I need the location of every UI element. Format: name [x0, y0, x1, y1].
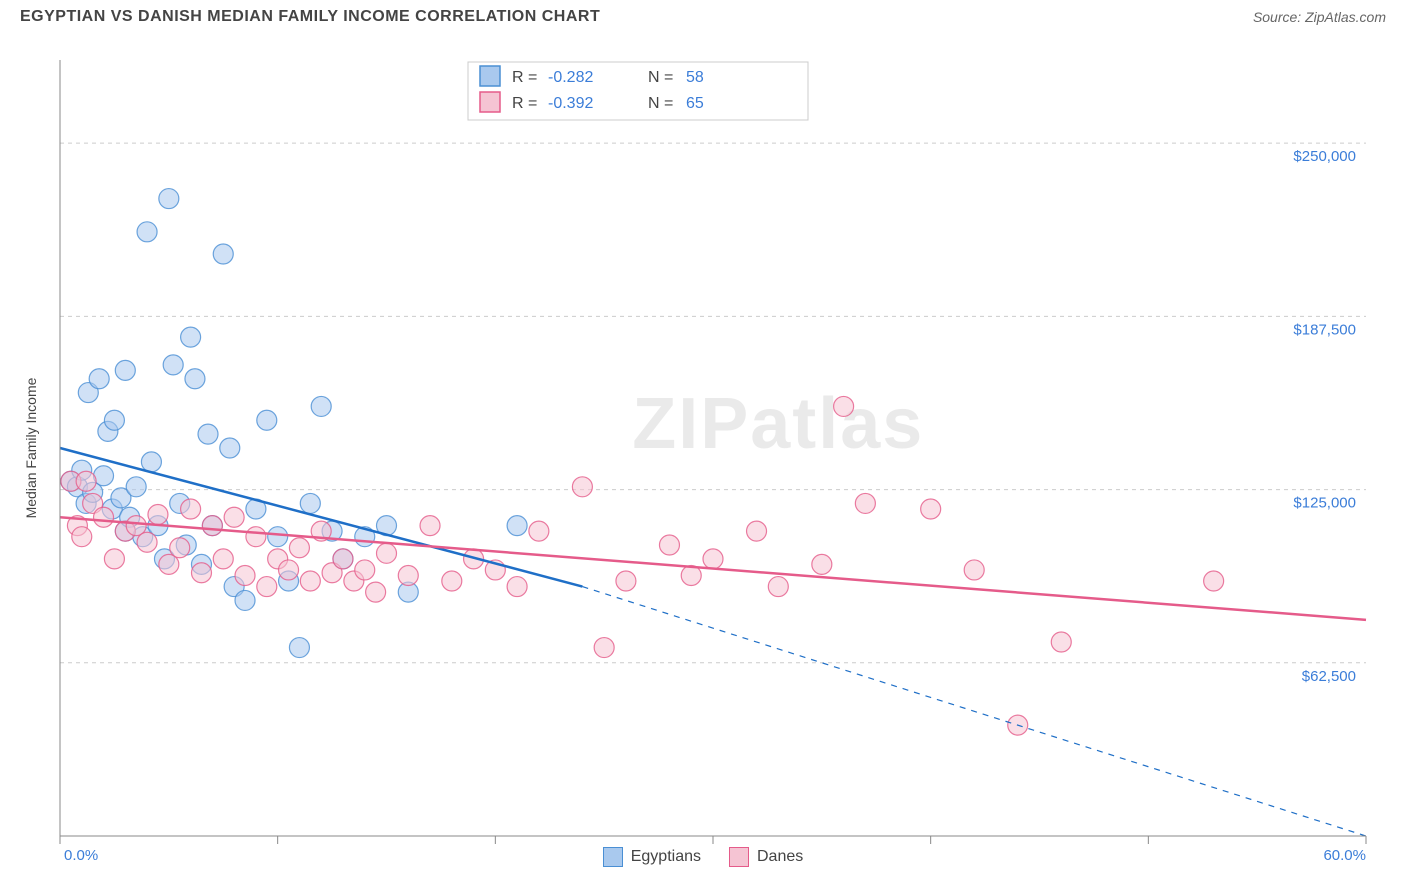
data-point — [115, 360, 135, 380]
data-point — [300, 493, 320, 513]
legend-r-label: R = — [512, 69, 537, 86]
data-point — [289, 538, 309, 558]
data-point — [1204, 571, 1224, 591]
y-tick-label: $187,500 — [1293, 321, 1356, 338]
data-point — [921, 499, 941, 519]
data-point — [529, 521, 549, 541]
data-point — [355, 560, 375, 580]
data-point — [181, 327, 201, 347]
legend-r-value: -0.282 — [548, 69, 593, 86]
data-point — [289, 638, 309, 658]
data-point — [202, 516, 222, 536]
data-point — [311, 396, 331, 416]
legend-n-label: N = — [648, 95, 673, 112]
data-point — [377, 543, 397, 563]
data-point — [257, 577, 277, 597]
data-point — [812, 554, 832, 574]
data-point — [507, 577, 527, 597]
data-point — [220, 438, 240, 458]
bottom-legend: Egyptians Danes — [20, 847, 1386, 872]
data-point — [594, 638, 614, 658]
data-point — [170, 538, 190, 558]
chart-title: EGYPTIAN VS DANISH MEDIAN FAMILY INCOME … — [20, 8, 600, 26]
legend-series-label: Danes — [757, 848, 803, 866]
data-point — [442, 571, 462, 591]
data-point — [148, 505, 168, 525]
y-axis-label: Median Family Income — [23, 377, 39, 518]
data-point — [366, 582, 386, 602]
trend-line-extrapolated — [582, 587, 1366, 836]
data-point — [213, 244, 233, 264]
y-tick-label: $125,000 — [1293, 495, 1356, 512]
legend-n-value: 58 — [686, 69, 704, 86]
legend-swatch — [480, 66, 500, 86]
bottom-legend-item: Danes — [729, 847, 803, 867]
data-point — [137, 532, 157, 552]
data-point — [159, 189, 179, 209]
data-point — [507, 516, 527, 536]
legend-n-value: 65 — [686, 95, 704, 112]
data-point — [257, 410, 277, 430]
data-point — [224, 507, 244, 527]
legend-n-label: N = — [648, 69, 673, 86]
watermark: ZIPatlas — [632, 384, 924, 464]
data-point — [420, 516, 440, 536]
data-point — [185, 369, 205, 389]
data-point — [333, 549, 353, 569]
data-point — [72, 527, 92, 547]
trend-line — [60, 517, 1366, 620]
data-point — [703, 549, 723, 569]
legend-swatch — [729, 847, 749, 867]
data-point — [191, 563, 211, 583]
data-point — [141, 452, 161, 472]
data-point — [768, 577, 788, 597]
data-point — [964, 560, 984, 580]
correlation-scatter-chart: $62,500$125,000$187,500$250,000ZIPatlas0… — [20, 40, 1386, 872]
data-point — [163, 355, 183, 375]
data-point — [246, 527, 266, 547]
data-point — [235, 565, 255, 585]
data-point — [572, 477, 592, 497]
data-point — [616, 571, 636, 591]
data-point — [300, 571, 320, 591]
data-point — [398, 565, 418, 585]
data-point — [89, 369, 109, 389]
data-point — [137, 222, 157, 242]
data-point — [181, 499, 201, 519]
chart-container: $62,500$125,000$187,500$250,000ZIPatlas0… — [20, 40, 1386, 872]
legend-r-label: R = — [512, 95, 537, 112]
data-point — [834, 396, 854, 416]
data-point — [213, 549, 233, 569]
data-point — [659, 535, 679, 555]
data-point — [279, 560, 299, 580]
legend-swatch — [603, 847, 623, 867]
data-point — [855, 493, 875, 513]
legend-series-label: Egyptians — [631, 848, 701, 866]
y-tick-label: $62,500 — [1302, 668, 1356, 685]
data-point — [126, 477, 146, 497]
data-point — [268, 527, 288, 547]
chart-source: Source: ZipAtlas.com — [1253, 9, 1386, 25]
bottom-legend-item: Egyptians — [603, 847, 701, 867]
data-point — [104, 410, 124, 430]
data-point — [76, 471, 96, 491]
legend-r-value: -0.392 — [548, 95, 593, 112]
y-tick-label: $250,000 — [1293, 148, 1356, 165]
data-point — [94, 507, 114, 527]
data-point — [104, 549, 124, 569]
data-point — [1051, 632, 1071, 652]
legend-swatch — [480, 92, 500, 112]
data-point — [198, 424, 218, 444]
data-point — [747, 521, 767, 541]
data-point — [235, 590, 255, 610]
